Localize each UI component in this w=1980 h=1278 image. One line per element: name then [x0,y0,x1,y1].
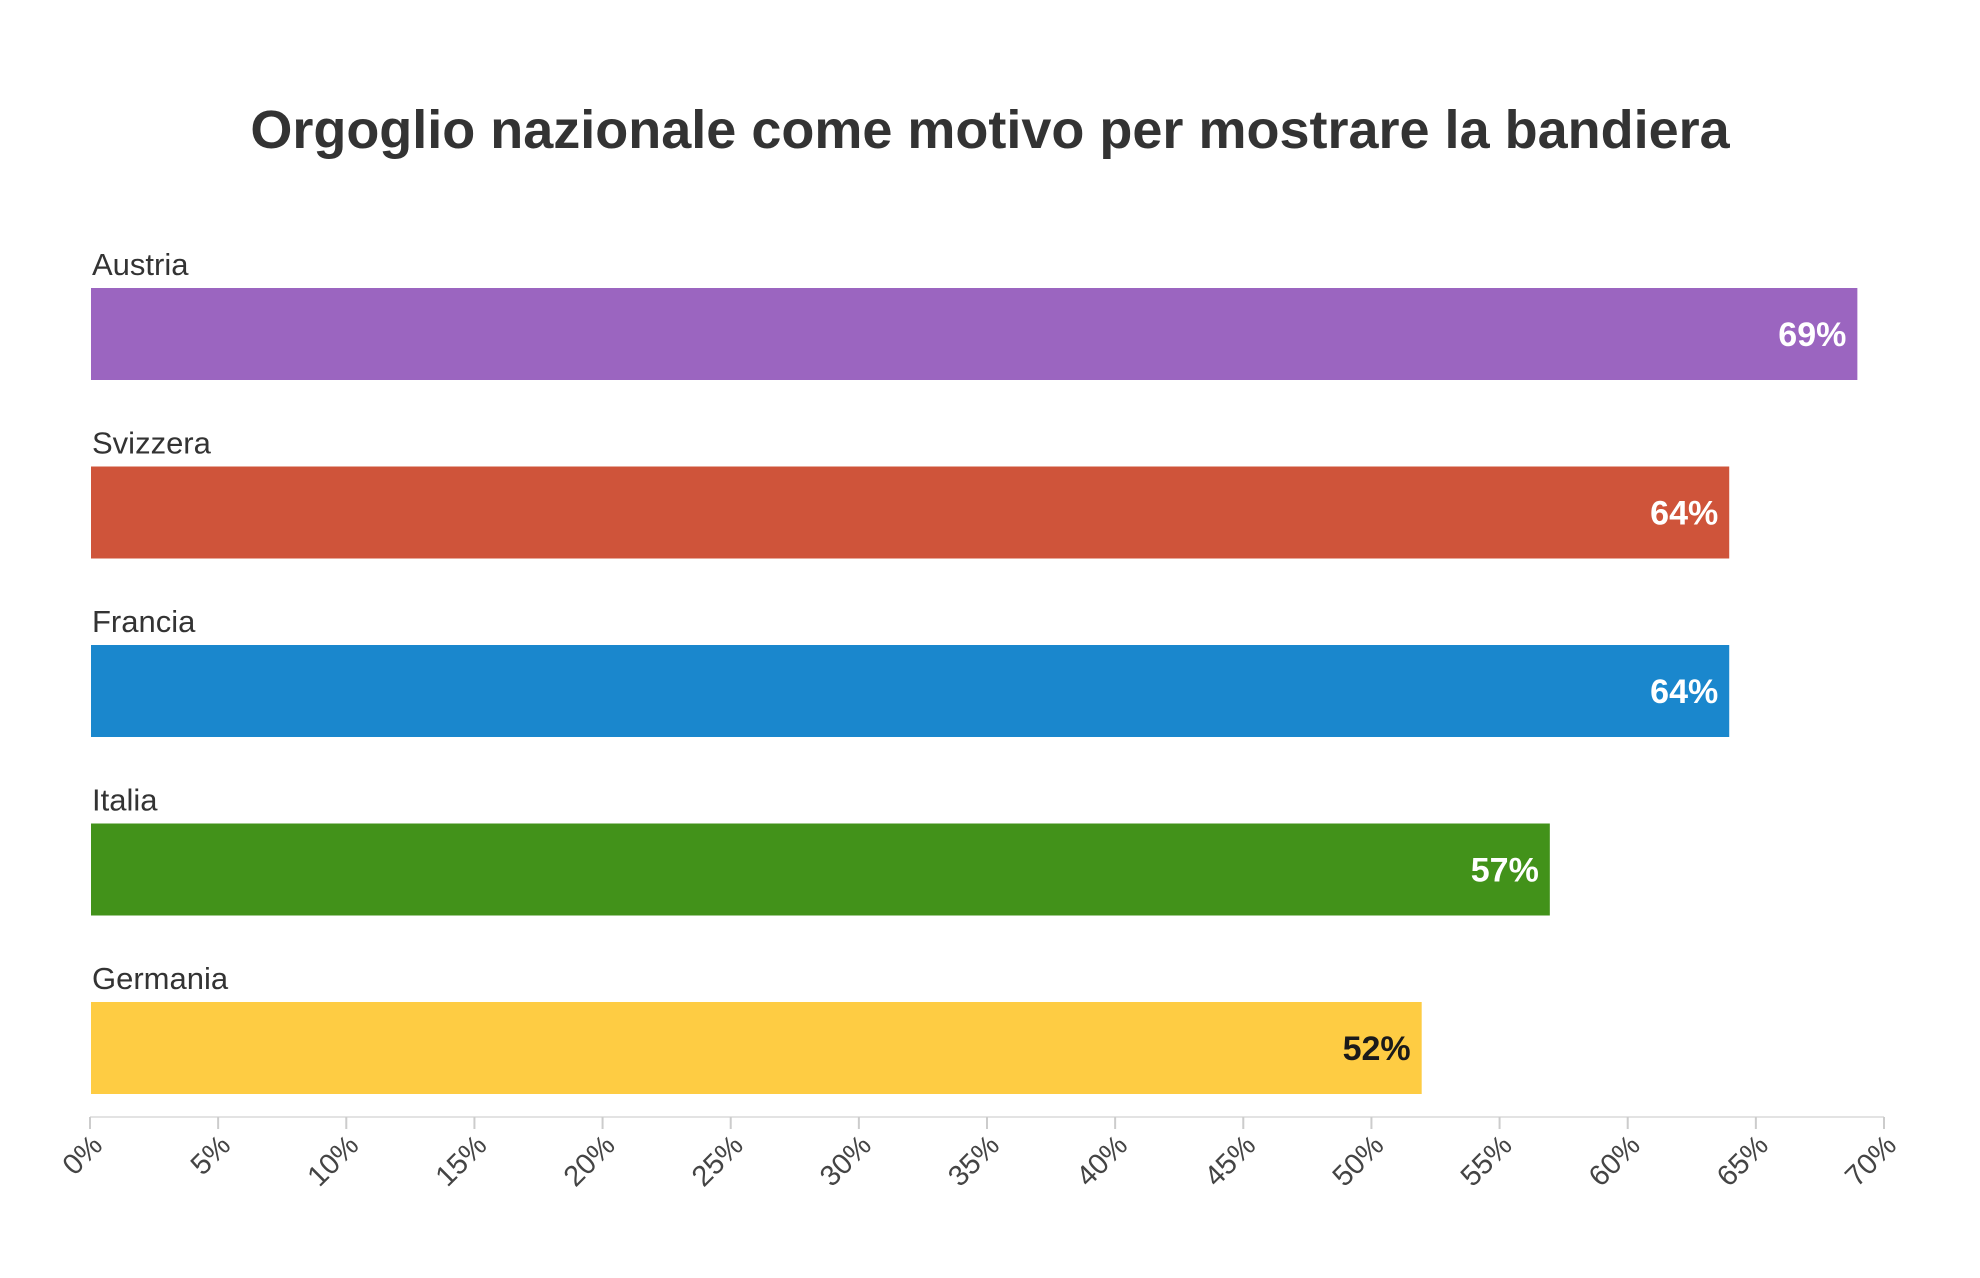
x-tick-label: 10% [302,1129,366,1193]
x-tick-label: 65% [1711,1129,1775,1193]
category-label-svizzera: Svizzera [92,426,212,461]
category-label-francia: Francia [92,604,196,639]
x-tick-label: 50% [1327,1129,1391,1193]
bar-germania [89,1000,1424,1096]
x-tick-label: 0% [57,1129,109,1181]
bar-italia [89,821,1552,918]
x-tick-label: 35% [942,1129,1006,1193]
x-tick-label: 15% [430,1129,494,1193]
x-tick-label: 45% [1199,1129,1263,1193]
value-label-germania: 52% [1343,1030,1411,1068]
x-tick-label: 5% [185,1129,237,1181]
x-tick-label: 30% [814,1129,878,1193]
x-axis: 0% 5% 10% 15% 20% 25% 30% 35% 40% 45% 50% 55% 60% 65%… [57,1116,1903,1193]
category-label-austria: Austria [92,247,189,282]
x-tick-label: 40% [1070,1129,1134,1193]
x-tick-label: 20% [558,1129,622,1193]
bar-francia [89,643,1732,739]
bar-svizzera [89,464,1732,561]
bars-group: Austria 69% Svizzera 64% Francia 64% Italia 57%… [89,247,1860,1096]
category-label-italia: Italia [92,783,158,818]
value-label-austria: 69% [1778,316,1846,354]
value-label-francia: 64% [1650,673,1718,711]
value-label-italia: 57% [1471,852,1539,890]
bar-austria [89,286,1860,382]
x-tick-label: 25% [686,1129,750,1193]
x-tick-label: 55% [1455,1129,1519,1193]
x-tick-label: 60% [1583,1129,1647,1193]
category-label-germania: Germania [92,961,229,996]
x-tick-label: 70% [1839,1129,1903,1193]
value-label-svizzera: 64% [1650,495,1718,533]
chart-title: Orgoglio nazionale come motivo per mostr… [250,100,1730,160]
